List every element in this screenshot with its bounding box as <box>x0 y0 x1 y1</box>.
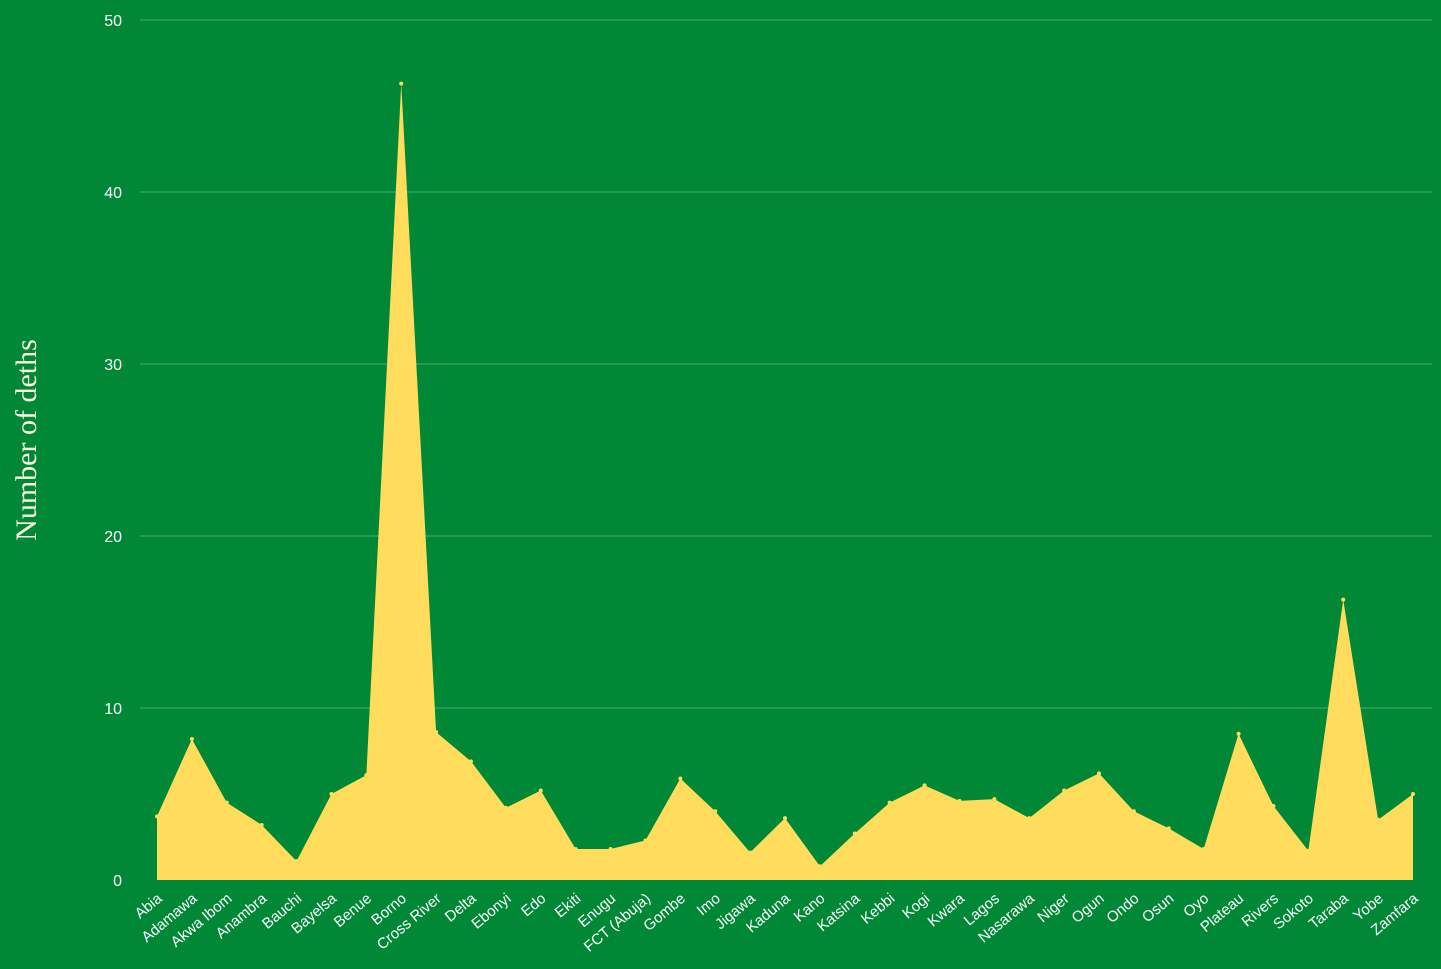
data-point-borno <box>399 81 404 86</box>
data-point-ogun <box>1097 771 1101 776</box>
x-tick-label: Kebbi <box>858 890 898 928</box>
x-tick-label: Niger <box>1034 890 1072 926</box>
y-tick-label: 40 <box>104 185 122 202</box>
x-tick-label: Kwara <box>925 890 969 931</box>
data-point-gombe <box>678 776 683 781</box>
gridlines <box>140 19 1432 709</box>
data-point-katsina <box>852 831 857 836</box>
data-point-ekiti <box>573 847 578 852</box>
x-tick-label: Ondo <box>1103 890 1142 927</box>
data-point-ebonyi <box>503 805 508 810</box>
data-point-bayelsa <box>329 792 334 796</box>
data-point-oyo <box>1201 847 1206 852</box>
data-point-niger <box>1062 788 1067 793</box>
y-axis-label: Number of deths <box>10 339 43 541</box>
y-tick-label: 20 <box>104 529 122 546</box>
data-point-kebbi <box>887 800 892 805</box>
data-point-kogi <box>922 783 927 788</box>
data-point-delta <box>469 759 473 764</box>
data-point-imo <box>713 809 718 814</box>
data-point-rivers <box>1271 804 1276 809</box>
y-tick-label: 30 <box>104 357 122 374</box>
data-point-lagos <box>992 797 997 802</box>
data-point-yobe <box>1376 817 1381 822</box>
data-point-plateau <box>1236 731 1241 736</box>
data-point-kwara <box>957 798 962 803</box>
y-tick-label: 50 <box>104 13 122 30</box>
y-tick-label: 0 <box>113 873 122 890</box>
data-point-osun <box>1166 826 1171 831</box>
data-point-bauchi <box>294 859 299 864</box>
data-point-taraba <box>1341 597 1346 602</box>
area-fill <box>157 83 1413 880</box>
x-tick-label: Osun <box>1139 890 1177 926</box>
y-tick-label: 10 <box>104 701 122 718</box>
x-tick-label: Taraba <box>1306 890 1353 933</box>
x-tick-label: Ebonyi <box>468 890 514 933</box>
data-point-akwa-ibom <box>224 800 229 805</box>
data-point-cross-river <box>434 730 439 735</box>
x-tick-label: Edo <box>518 890 549 920</box>
data-point-fct-abuja- <box>643 838 648 843</box>
data-point-benue <box>364 773 369 778</box>
data-point-enugu <box>608 847 613 852</box>
data-point-jigawa <box>748 850 753 855</box>
data-point-ondo <box>1131 809 1136 814</box>
x-tick-label: Ogun <box>1069 890 1108 927</box>
y-axis-ticks: 0 10 20 30 40 50 <box>104 13 122 890</box>
data-point-zamfara <box>1411 792 1415 796</box>
data-point-abia <box>155 814 159 819</box>
data-point-anambra <box>259 822 264 827</box>
data-point-edo <box>538 788 543 793</box>
x-tick-label: Sokoto <box>1270 890 1317 933</box>
data-point-sokoto <box>1306 848 1311 853</box>
data-point-adamawa <box>189 736 194 741</box>
data-point-kano <box>817 864 822 869</box>
area-series <box>155 81 1415 880</box>
x-tick-label: Benue <box>331 890 375 931</box>
data-point-kaduna <box>783 816 787 821</box>
data-point-nasarawa <box>1027 816 1032 821</box>
